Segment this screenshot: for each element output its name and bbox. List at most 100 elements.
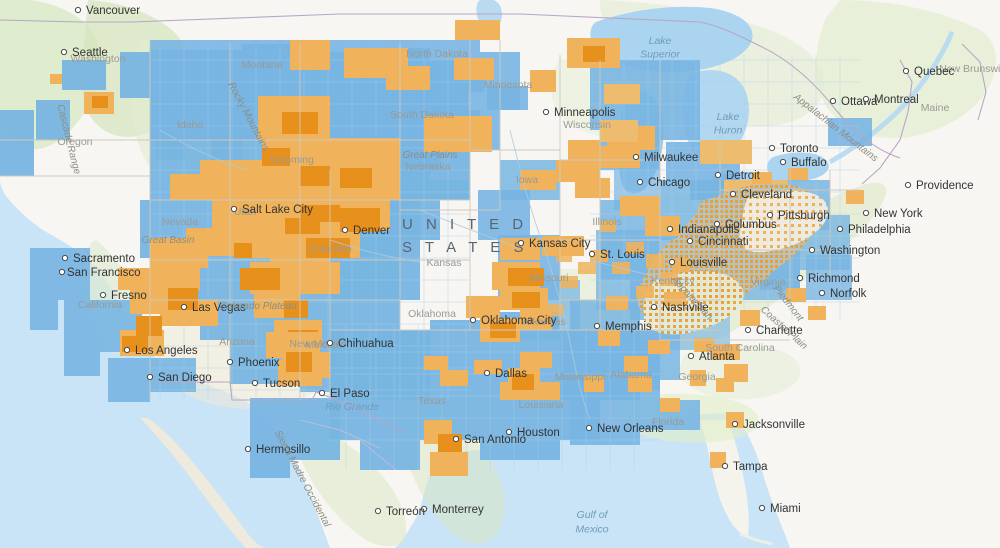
city-marker[interactable]: Oklahoma City: [469, 315, 557, 327]
city-dot: [146, 373, 154, 381]
city-marker[interactable]: Montreal: [862, 94, 919, 106]
city-marker[interactable]: Tucson: [251, 378, 300, 390]
city-dot: [326, 339, 334, 347]
city-marker[interactable]: San Diego: [146, 372, 212, 384]
city-label: Toronto: [780, 143, 818, 155]
city-marker[interactable]: Monterrey: [420, 504, 484, 516]
city-marker[interactable]: Denver: [341, 225, 390, 237]
water-label: Lake: [649, 35, 672, 47]
city-label: Tampa: [733, 461, 768, 473]
city-label: Seattle: [72, 47, 108, 59]
city-marker[interactable]: Washington: [808, 245, 880, 257]
city-marker[interactable]: Philadelphia: [836, 224, 911, 236]
city-dot: [904, 181, 912, 189]
city-label: El Paso: [330, 388, 370, 400]
water-label: Rio Grande: [325, 401, 379, 413]
city-dot: [636, 178, 644, 186]
city-marker[interactable]: Salt Lake City: [230, 204, 313, 216]
city-marker[interactable]: St. Louis: [588, 249, 645, 261]
city-dot: [744, 326, 752, 334]
state-label: Kansas: [426, 257, 461, 269]
state-label: Wyoming: [270, 154, 314, 166]
city-marker[interactable]: Detroit: [714, 170, 761, 182]
city-marker[interactable]: Pittsburgh: [766, 210, 830, 222]
city-marker[interactable]: Columbus: [713, 219, 777, 231]
city-dot: [768, 144, 776, 152]
city-marker[interactable]: Phoenix: [226, 357, 280, 369]
city-label: Chihuahua: [338, 338, 394, 350]
city-label: Nashville: [662, 302, 709, 314]
city-marker[interactable]: Houston: [505, 427, 560, 439]
city-label: Norfolk: [830, 288, 867, 300]
city-marker[interactable]: Dallas: [483, 368, 527, 380]
city-marker[interactable]: New Orleans: [585, 423, 664, 435]
city-label: Richmond: [808, 273, 860, 285]
city-marker[interactable]: Cleveland: [729, 189, 792, 201]
city-label: Indianapolis: [678, 224, 740, 236]
city-dot: [713, 220, 721, 228]
city-dot: [58, 268, 66, 276]
city-marker[interactable]: Miami: [758, 503, 801, 515]
city-marker[interactable]: Kansas City: [517, 238, 591, 250]
state-label: New Brunswick: [939, 63, 1000, 75]
landmass-florida: [700, 420, 749, 536]
city-marker[interactable]: Louisville: [668, 257, 727, 269]
state-label: Alabama: [610, 369, 652, 381]
city-marker[interactable]: Seattle: [60, 47, 108, 59]
state-label: Georgia: [678, 371, 716, 383]
city-marker[interactable]: Buffalo: [779, 157, 827, 169]
city-marker[interactable]: Vancouver: [74, 5, 140, 17]
city-marker[interactable]: Tampa: [721, 461, 768, 473]
city-marker[interactable]: Chihuahua: [326, 338, 394, 350]
city-marker[interactable]: Toronto: [768, 143, 818, 155]
city-marker[interactable]: Memphis: [593, 321, 652, 333]
city-dot: [836, 225, 844, 233]
city-marker[interactable]: Charlotte: [744, 325, 803, 337]
us-canada-border: [0, 13, 901, 159]
city-dot: [714, 171, 722, 179]
city-marker[interactable]: Atlanta: [687, 351, 735, 363]
city-label: Chicago: [648, 177, 690, 189]
city-marker[interactable]: El Paso: [318, 388, 370, 400]
city-label: Milwaukee: [644, 152, 698, 164]
city-marker[interactable]: Sacramento: [61, 253, 135, 265]
city-label: Los Angeles: [135, 345, 198, 357]
city-marker[interactable]: San Antonio: [452, 434, 526, 446]
rivers: [159, 129, 681, 421]
city-marker[interactable]: San Francisco: [58, 267, 141, 279]
city-marker[interactable]: Quebec: [902, 66, 955, 78]
city-marker[interactable]: Jacksonville: [731, 419, 805, 431]
state-label: Montana: [242, 59, 283, 71]
city-label: Tucson: [263, 378, 300, 390]
state-label: Missouri: [529, 272, 568, 284]
city-dot: [585, 424, 593, 432]
city-dot: [420, 505, 428, 513]
city-marker[interactable]: Torreón: [374, 506, 425, 518]
city-marker[interactable]: Cincinnati: [686, 236, 749, 248]
state-label: North Dakota: [406, 48, 468, 60]
city-dot: [244, 445, 252, 453]
city-marker[interactable]: Fresno: [99, 290, 147, 302]
city-marker[interactable]: Minneapolis: [542, 107, 616, 119]
city-marker[interactable]: Chicago: [636, 177, 690, 189]
city-dot: [818, 289, 826, 297]
city-dot: [542, 108, 550, 116]
city-marker[interactable]: Los Angeles: [123, 345, 198, 357]
city-marker[interactable]: Providence: [904, 180, 974, 192]
city-dot: [862, 95, 870, 103]
city-dot: [862, 209, 870, 217]
city-marker[interactable]: Richmond: [796, 273, 860, 285]
city-marker[interactable]: Hermosillo: [244, 444, 310, 456]
city-dot: [61, 254, 69, 262]
city-label: Las Vegas: [192, 302, 246, 314]
city-label: Memphis: [605, 321, 652, 333]
city-marker[interactable]: Norfolk: [818, 288, 867, 300]
city-marker[interactable]: Nashville: [650, 302, 709, 314]
city-marker[interactable]: Milwaukee: [632, 152, 698, 164]
city-label: San Francisco: [67, 267, 141, 279]
city-labels: Vancouver Seattle Sacramento San Francisco F…: [58, 5, 974, 518]
city-marker[interactable]: Indianapolis: [666, 224, 740, 236]
city-marker[interactable]: New York: [862, 208, 923, 220]
city-marker[interactable]: Las Vegas: [180, 302, 246, 314]
